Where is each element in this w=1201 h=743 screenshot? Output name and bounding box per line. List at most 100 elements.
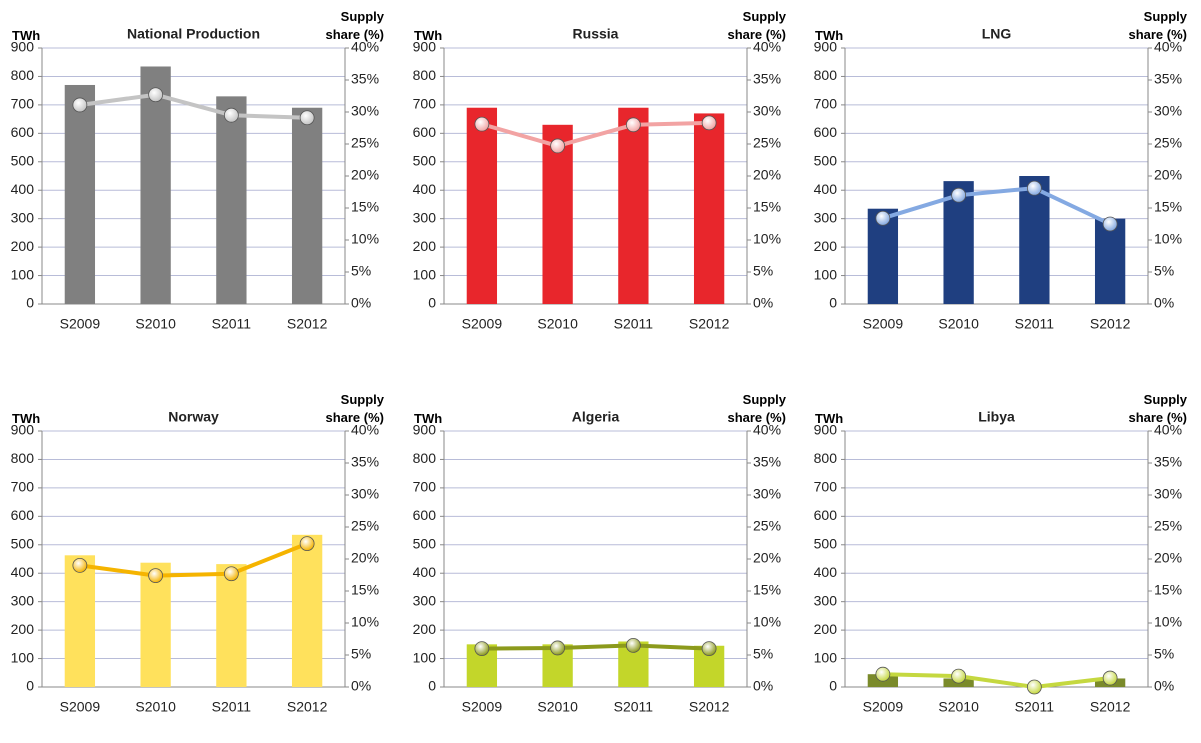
chart-panel: National Production 0 100 200 300 400 500 600 70… bbox=[0, 0, 398, 360]
x-tick-label: S2010 bbox=[938, 316, 979, 332]
y-tick-label: 500 bbox=[11, 152, 35, 168]
y-tick-label: 300 bbox=[814, 592, 838, 608]
y2-tick-label: 0% bbox=[753, 678, 773, 694]
line-marker bbox=[474, 116, 490, 132]
line-marker bbox=[550, 640, 566, 656]
y-tick-label: 0 bbox=[829, 295, 837, 311]
chart-title: Norway bbox=[168, 409, 219, 425]
y-tick-label: 700 bbox=[11, 479, 35, 495]
y2-tick-label: 30% bbox=[1154, 103, 1182, 119]
y-tick-label: 500 bbox=[814, 152, 838, 168]
line-marker bbox=[951, 187, 967, 203]
y2-tick-label: 15% bbox=[753, 199, 781, 215]
bar bbox=[64, 555, 96, 687]
y2-axis-label: Supply share (%) bbox=[727, 9, 786, 42]
x-tick-label: S2012 bbox=[1090, 699, 1131, 715]
line-marker bbox=[299, 110, 315, 126]
y-axis-label: TWh bbox=[12, 411, 41, 426]
chart-panel: Norway 0 100 200 300 400 500 600 700 800 900 0% 5% 10… bbox=[0, 383, 398, 743]
chart-panel: Libya 0 100 200 300 400 500 600 700 800 900 0% 5% 10%… bbox=[803, 383, 1201, 743]
y-tick-label: 700 bbox=[413, 96, 437, 112]
line-marker bbox=[625, 117, 641, 133]
y-tick-label: 0 bbox=[26, 678, 34, 694]
line-marker bbox=[550, 138, 566, 154]
y-tick-label: 900 bbox=[413, 39, 437, 55]
y-tick-label: 300 bbox=[413, 592, 437, 608]
line-marker bbox=[701, 641, 717, 657]
line-marker bbox=[701, 115, 717, 131]
y2-tick-label: 35% bbox=[351, 454, 379, 470]
chart-panel: Russia 0 100 200 300 400 500 600 700 800 900 0% 5% 10… bbox=[402, 0, 800, 360]
y-tick-label: 400 bbox=[11, 564, 35, 580]
line-marker bbox=[223, 566, 239, 582]
y-tick-label: 0 bbox=[26, 295, 34, 311]
y-axis-label: TWh bbox=[414, 411, 443, 426]
x-tick-label: S2012 bbox=[1090, 316, 1131, 332]
line-marker bbox=[875, 210, 891, 226]
y2-tick-label: 5% bbox=[351, 646, 371, 662]
y2-axis-label: Supply share (%) bbox=[1128, 392, 1187, 425]
y-tick-label: 500 bbox=[413, 152, 437, 168]
y2-tick-label: 10% bbox=[753, 231, 781, 247]
y-tick-label: 800 bbox=[11, 450, 35, 466]
y2-tick-label: 25% bbox=[753, 518, 781, 534]
x-tick-label: S2011 bbox=[614, 699, 654, 715]
line-marker bbox=[223, 107, 239, 123]
page: National Production 0 100 200 300 400 500 600 70… bbox=[0, 0, 1187, 715]
chart-title: National Production bbox=[127, 26, 260, 42]
y-axis-label: TWh bbox=[414, 28, 443, 43]
x-tick-label: S2010 bbox=[537, 699, 578, 715]
y2-tick-label: 0% bbox=[351, 295, 371, 311]
x-tick-label: S2012 bbox=[287, 699, 328, 715]
x-tick-label: S2009 bbox=[462, 699, 503, 715]
y-tick-label: 100 bbox=[814, 266, 838, 282]
line-marker bbox=[951, 668, 967, 684]
y2-tick-label: 35% bbox=[351, 71, 379, 87]
chart: LNG 0 100 200 300 400 500 600 700 800 900 0% 5% 10% 15… bbox=[814, 26, 1182, 332]
bar bbox=[466, 107, 498, 304]
y2-tick-label: 0% bbox=[1154, 295, 1174, 311]
y2-tick-label: 25% bbox=[351, 518, 379, 534]
x-tick-label: S2012 bbox=[287, 316, 328, 332]
bar bbox=[542, 124, 573, 304]
y2-tick-label: 5% bbox=[1154, 646, 1174, 662]
line-marker bbox=[1026, 679, 1042, 695]
y2-tick-label: 15% bbox=[1154, 582, 1182, 598]
y2-axis-label: Supply share (%) bbox=[325, 392, 384, 425]
y-tick-label: 800 bbox=[413, 450, 437, 466]
x-tick-label: S2010 bbox=[537, 316, 578, 332]
y-tick-label: 500 bbox=[413, 535, 437, 551]
y-tick-label: 400 bbox=[413, 564, 437, 580]
y2-tick-label: 15% bbox=[351, 582, 379, 598]
y-tick-label: 300 bbox=[814, 209, 838, 225]
x-tick-label: S2012 bbox=[689, 316, 730, 332]
bar bbox=[618, 107, 649, 304]
chart-title: LNG bbox=[982, 26, 1012, 42]
y2-tick-label: 10% bbox=[753, 614, 781, 630]
y2-tick-label: 30% bbox=[753, 103, 781, 119]
y-tick-label: 300 bbox=[413, 209, 437, 225]
y-tick-label: 500 bbox=[814, 535, 838, 551]
y-tick-label: 800 bbox=[814, 450, 838, 466]
y-tick-label: 900 bbox=[11, 39, 35, 55]
y2-tick-label: 0% bbox=[1154, 678, 1174, 694]
y2-tick-label: 40% bbox=[1154, 39, 1182, 55]
y2-tick-label: 15% bbox=[351, 199, 379, 215]
x-tick-label: S2009 bbox=[462, 316, 503, 332]
y-tick-label: 600 bbox=[814, 124, 838, 140]
line-marker bbox=[625, 637, 641, 653]
x-tick-label: S2009 bbox=[60, 699, 101, 715]
y-tick-label: 900 bbox=[413, 422, 437, 438]
chart: National Production 0 100 200 300 400 500 600 70… bbox=[11, 26, 379, 332]
y2-tick-label: 5% bbox=[753, 263, 773, 279]
line-marker bbox=[299, 536, 315, 552]
line bbox=[481, 120, 710, 148]
bar bbox=[64, 84, 96, 304]
y-tick-label: 900 bbox=[814, 39, 838, 55]
y-tick-label: 600 bbox=[413, 124, 437, 140]
y-tick-label: 400 bbox=[413, 181, 437, 197]
y2-tick-label: 10% bbox=[351, 614, 379, 630]
y-tick-label: 600 bbox=[814, 507, 838, 523]
y-tick-label: 700 bbox=[814, 96, 838, 112]
y-axis-label: TWh bbox=[815, 28, 844, 43]
